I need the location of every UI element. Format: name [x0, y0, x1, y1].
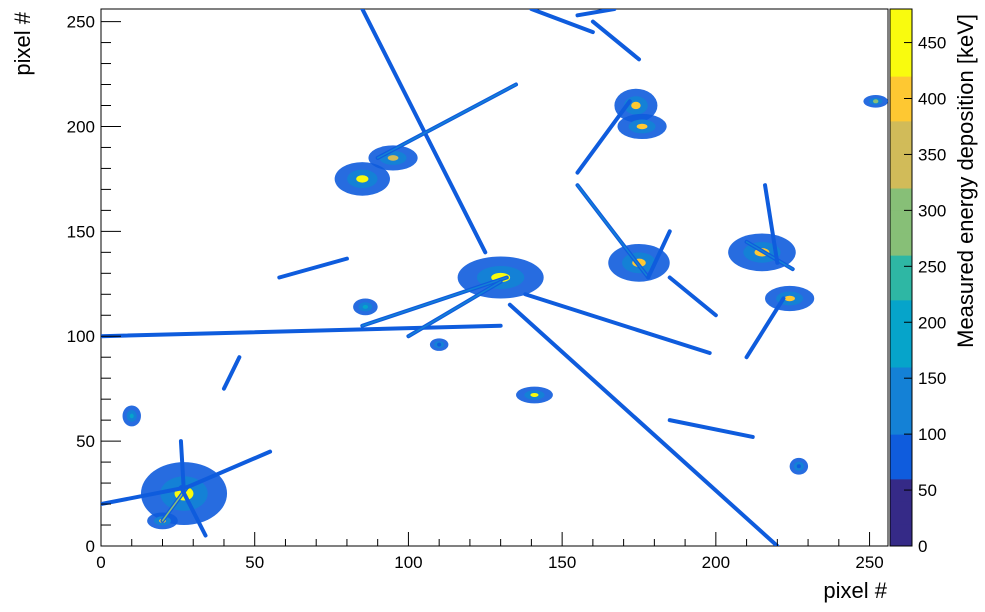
cluster-2 — [122, 405, 141, 427]
cluster-12 — [765, 285, 815, 312]
colorbar-step — [890, 434, 912, 457]
colorbar-step — [890, 165, 912, 189]
colorbar-tick-label: 0 — [918, 537, 927, 556]
axes: 0 50 100 150 200 250 0 50 100 150 200 250 — [67, 13, 884, 572]
colorbar-step — [890, 232, 912, 256]
track-core-1 — [530, 9, 594, 33]
x-tick-label: 200 — [702, 553, 730, 572]
colorbar-step — [890, 31, 912, 55]
track-core-23 — [180, 440, 185, 495]
colorbar-step — [890, 456, 912, 480]
colorbar-step — [890, 210, 912, 234]
color-scale-bar: 0 50 100 150 200 250 300 350 400 450 — [889, 8, 946, 556]
x-tick-label: 0 — [96, 553, 105, 572]
track-core-2 — [576, 9, 616, 17]
colorbar-frame — [889, 8, 913, 547]
colorbar-step — [890, 188, 912, 211]
track-core-9 — [376, 83, 517, 159]
track-core-0 — [361, 9, 487, 254]
track-core-15 — [745, 241, 794, 270]
colorbar-tick-label: 350 — [918, 145, 946, 164]
colorbar-tick-label: 50 — [918, 481, 937, 500]
colorbar-step — [890, 277, 912, 301]
track-core-17 — [745, 297, 785, 358]
colorbar-tick-label: 100 — [918, 425, 946, 444]
x-tick-label: 50 — [245, 553, 264, 572]
track-core-18 — [668, 419, 754, 438]
colorbar-tick-label: 200 — [918, 313, 946, 332]
y-axis-label: pixel # — [10, 11, 35, 75]
colorbar-step — [890, 53, 912, 77]
colorbar-tick-label: 400 — [918, 90, 946, 109]
track-core-14 — [668, 276, 717, 317]
cluster-13 — [863, 95, 888, 108]
track-core-3 — [592, 20, 640, 61]
colorbar-tick-label: 150 — [918, 369, 946, 388]
colorbar-step — [890, 523, 912, 547]
y-tick-label: 0 — [86, 537, 95, 556]
colorbar-tick-label: 300 — [918, 201, 946, 220]
track-core-5 — [524, 293, 711, 354]
colorbar-step — [890, 478, 912, 502]
cluster-3 — [334, 162, 390, 196]
cluster-6 — [353, 298, 378, 316]
track-core-7 — [361, 276, 508, 327]
colorbar-step — [890, 255, 912, 278]
cluster-14 — [429, 338, 449, 351]
x-tick-label: 150 — [548, 553, 576, 572]
colorbar-step — [890, 9, 912, 32]
cluster-7 — [516, 386, 553, 404]
track-core-21 — [180, 486, 207, 537]
track-core-16 — [764, 184, 779, 264]
colorbar-step — [890, 299, 912, 323]
colorbar-step — [890, 322, 912, 346]
y-tick-label: 150 — [67, 222, 95, 241]
track-core-6 — [101, 324, 502, 337]
colorbar-step — [890, 120, 912, 144]
colorbar-step — [890, 501, 912, 525]
colorbar-step — [890, 411, 912, 435]
track-core-24 — [223, 356, 241, 390]
track-core-11 — [576, 100, 631, 174]
track-core-12 — [576, 184, 649, 279]
track-core-4 — [509, 304, 779, 546]
colorbar-step — [890, 389, 912, 413]
y-tick-label: 50 — [76, 432, 95, 451]
colorbar-step — [890, 344, 912, 368]
y-tick-label: 250 — [67, 13, 95, 32]
particle-tracks — [101, 9, 795, 546]
colorbar-tick-label: 250 — [918, 257, 946, 276]
colorbar-step — [890, 143, 912, 167]
colorbar-step — [890, 98, 912, 122]
track-core-10 — [278, 257, 348, 279]
colorbar-step — [890, 76, 912, 99]
track-core-22 — [101, 486, 188, 505]
cluster-9 — [617, 113, 667, 140]
x-tick-label: 100 — [394, 553, 422, 572]
y-tick-label: 100 — [67, 327, 95, 346]
x-axis-label: pixel # — [823, 578, 887, 603]
y-tick-label: 200 — [67, 117, 95, 136]
colorbar-tick-label: 450 — [918, 34, 946, 53]
track-core-8 — [407, 280, 502, 337]
cluster-15 — [789, 457, 809, 475]
track-core-13 — [647, 230, 671, 279]
track-core-20 — [186, 450, 271, 489]
colorbar-label: Measured energy deposition [keV] — [953, 14, 978, 348]
x-tick-label: 250 — [855, 553, 883, 572]
colorbar-step — [890, 367, 912, 390]
